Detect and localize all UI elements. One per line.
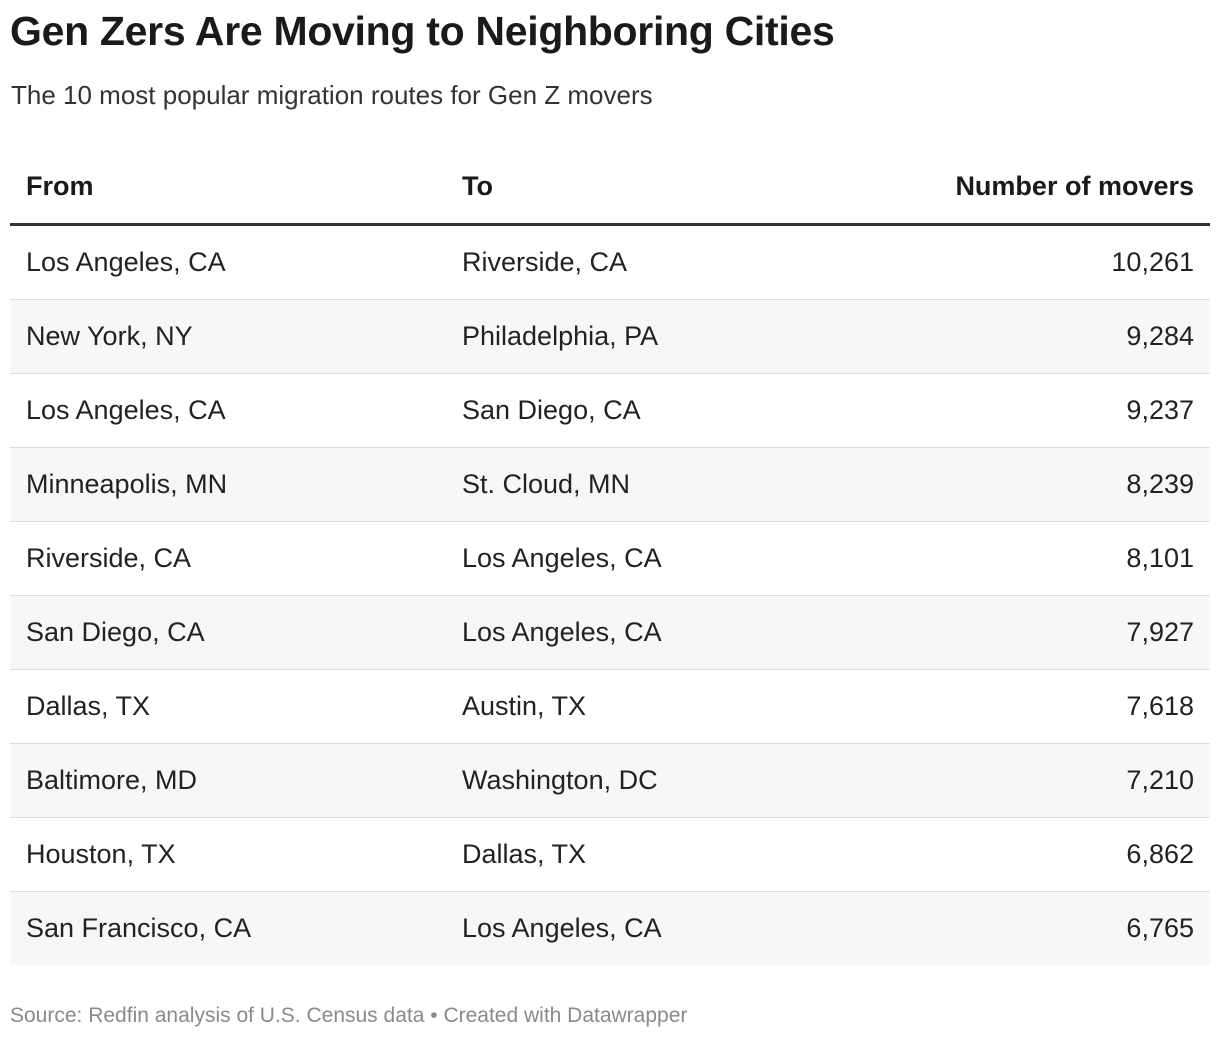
cell-movers: 9,284	[882, 299, 1210, 374]
header-row: From To Number of movers	[10, 150, 1210, 226]
cell-from: New York, NY	[10, 299, 446, 374]
cell-movers: 8,101	[882, 521, 1210, 596]
cell-from: Dallas, TX	[10, 669, 446, 744]
cell-movers: 10,261	[882, 224, 1210, 300]
cell-to: Dallas, TX	[446, 817, 882, 892]
migration-routes-table: From To Number of movers Los Angeles, CA…	[10, 150, 1210, 965]
cell-from: Minneapolis, MN	[10, 447, 446, 522]
table-row: San Diego, CA Los Angeles, CA 7,927	[10, 595, 1210, 670]
cell-to: Los Angeles, CA	[446, 891, 882, 965]
cell-to: Austin, TX	[446, 669, 882, 744]
cell-movers: 7,618	[882, 669, 1210, 744]
source-note: Source: Redfin analysis of U.S. Census d…	[10, 1004, 425, 1027]
cell-movers: 7,927	[882, 595, 1210, 670]
table-body: Los Angeles, CA Riverside, CA 10,261 New Yo…	[10, 224, 1210, 965]
column-header-movers[interactable]: Number of movers	[882, 150, 1210, 226]
cell-movers: 6,765	[882, 891, 1210, 965]
cell-from: Houston, TX	[10, 817, 446, 892]
chart-subtitle: The 10 most popular migration routes for…	[11, 80, 653, 110]
cell-to: Riverside, CA	[446, 224, 882, 300]
table-row: San Francisco, CA Los Angeles, CA 6,765	[10, 891, 1210, 965]
cell-from: Los Angeles, CA	[10, 224, 446, 300]
cell-to: Washington, DC	[446, 743, 882, 818]
chart-title: Gen Zers Are Moving to Neighboring Citie…	[10, 8, 835, 54]
table-row: Minneapolis, MN St. Cloud, MN 8,239	[10, 447, 1210, 522]
cell-movers: 6,862	[882, 817, 1210, 892]
cell-to: St. Cloud, MN	[446, 447, 882, 522]
cell-from: Riverside, CA	[10, 521, 446, 596]
footer-separator: •	[430, 1004, 438, 1027]
table-row: New York, NY Philadelphia, PA 9,284	[10, 299, 1210, 374]
table-row: Riverside, CA Los Angeles, CA 8,101	[10, 521, 1210, 596]
cell-to: Philadelphia, PA	[446, 299, 882, 374]
cell-to: San Diego, CA	[446, 373, 882, 448]
cell-to: Los Angeles, CA	[446, 595, 882, 670]
cell-from: Baltimore, MD	[10, 743, 446, 818]
table-row: Baltimore, MD Washington, DC 7,210	[10, 743, 1210, 818]
footer: Source: Redfin analysis of U.S. Census d…	[10, 1004, 687, 1028]
cell-movers: 8,239	[882, 447, 1210, 522]
table-row: Los Angeles, CA Riverside, CA 10,261	[10, 224, 1210, 300]
cell-from: Los Angeles, CA	[10, 373, 446, 448]
column-header-from[interactable]: From	[10, 150, 446, 226]
cell-to: Los Angeles, CA	[446, 521, 882, 596]
datawrapper-credit-link[interactable]: Created with Datawrapper	[443, 1004, 688, 1027]
table-row: Los Angeles, CA San Diego, CA 9,237	[10, 373, 1210, 448]
table-header: From To Number of movers	[10, 150, 1210, 226]
table-row: Dallas, TX Austin, TX 7,618	[10, 669, 1210, 744]
cell-from: San Francisco, CA	[10, 891, 446, 965]
cell-movers: 9,237	[882, 373, 1210, 448]
column-header-to[interactable]: To	[446, 150, 882, 226]
cell-movers: 7,210	[882, 743, 1210, 818]
cell-from: San Diego, CA	[10, 595, 446, 670]
table-row: Houston, TX Dallas, TX 6,862	[10, 817, 1210, 892]
